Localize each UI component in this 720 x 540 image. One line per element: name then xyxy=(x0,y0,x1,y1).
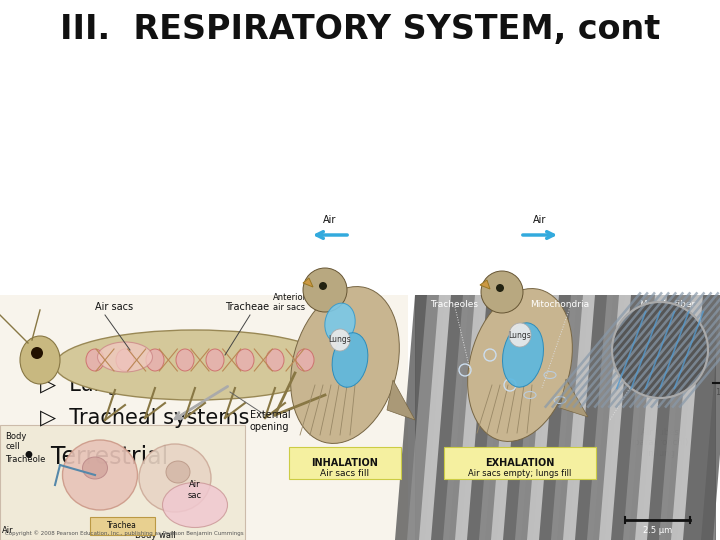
Text: INHALATION: INHALATION xyxy=(312,458,379,468)
Circle shape xyxy=(319,282,327,290)
Polygon shape xyxy=(551,295,601,540)
Text: Muscle fiber: Muscle fiber xyxy=(640,300,696,309)
FancyBboxPatch shape xyxy=(289,447,401,479)
Polygon shape xyxy=(303,278,313,287)
Text: III.  RESPIRATORY SYSTEM, cont: III. RESPIRATORY SYSTEM, cont xyxy=(60,13,660,46)
Text: Air sacs empty; lungs fill: Air sacs empty; lungs fill xyxy=(468,469,572,478)
Text: EXHALATION: EXHALATION xyxy=(485,458,554,468)
Polygon shape xyxy=(455,295,505,540)
Ellipse shape xyxy=(97,342,153,372)
Polygon shape xyxy=(480,280,490,289)
Text: Tracheae: Tracheae xyxy=(225,302,269,312)
Text: Body
cell: Body cell xyxy=(5,432,27,451)
Text: Air: Air xyxy=(323,215,337,225)
FancyBboxPatch shape xyxy=(444,447,596,479)
Circle shape xyxy=(481,271,523,313)
Ellipse shape xyxy=(330,329,350,351)
Polygon shape xyxy=(539,295,589,540)
Polygon shape xyxy=(563,295,613,540)
Text: Air tubes
(parabronchi)
in lung: Air tubes (parabronchi) in lung xyxy=(631,428,688,458)
Ellipse shape xyxy=(509,323,531,347)
Ellipse shape xyxy=(55,330,335,400)
Text: Lungs: Lungs xyxy=(328,335,351,345)
Polygon shape xyxy=(387,380,415,420)
Ellipse shape xyxy=(266,349,284,371)
Ellipse shape xyxy=(206,349,224,371)
Polygon shape xyxy=(683,295,720,540)
Text: Air sacs: Air sacs xyxy=(95,302,133,312)
Circle shape xyxy=(612,302,708,398)
Text: Trachea: Trachea xyxy=(107,521,137,530)
Polygon shape xyxy=(491,295,541,540)
Text: Lungs: Lungs xyxy=(508,330,531,340)
Text: 1 mm: 1 mm xyxy=(716,388,720,397)
Ellipse shape xyxy=(468,288,572,441)
Polygon shape xyxy=(431,295,481,540)
Text: Air: Air xyxy=(534,215,546,225)
Polygon shape xyxy=(635,295,685,540)
Polygon shape xyxy=(503,295,553,540)
Ellipse shape xyxy=(236,349,254,371)
Ellipse shape xyxy=(63,440,138,510)
Text: Anterior
air sacs: Anterior air sacs xyxy=(273,293,307,312)
Polygon shape xyxy=(407,295,457,540)
Ellipse shape xyxy=(332,333,368,387)
Bar xyxy=(0,425,245,540)
Polygon shape xyxy=(671,295,720,540)
Polygon shape xyxy=(611,295,661,540)
Polygon shape xyxy=(527,295,577,540)
Ellipse shape xyxy=(166,461,190,483)
Polygon shape xyxy=(647,295,697,540)
Circle shape xyxy=(496,284,504,292)
Text: Copyright © 2008 Pearson Education, Inc., publishing as Pearson Benjamin Cumming: Copyright © 2008 Pearson Education, Inc.… xyxy=(5,530,243,536)
Ellipse shape xyxy=(503,323,544,387)
Ellipse shape xyxy=(291,287,400,443)
Text: Trachea: Trachea xyxy=(350,308,383,317)
Polygon shape xyxy=(467,295,517,540)
Polygon shape xyxy=(599,295,649,540)
Text: Air: Air xyxy=(2,526,14,535)
Polygon shape xyxy=(623,295,673,540)
Ellipse shape xyxy=(20,336,60,384)
Ellipse shape xyxy=(139,444,211,512)
Text: Tracheoles: Tracheoles xyxy=(430,300,478,309)
Text: •  Terrestrial: • Terrestrial xyxy=(22,446,168,469)
Bar xyxy=(90,517,155,535)
Polygon shape xyxy=(419,295,469,540)
Polygon shape xyxy=(659,295,709,540)
Text: ▷  Lungs: ▷ Lungs xyxy=(40,375,130,395)
Text: 2.5 μm: 2.5 μm xyxy=(643,526,672,535)
Text: Posterior
air sacs: Posterior air sacs xyxy=(265,342,302,362)
Polygon shape xyxy=(395,295,445,540)
Polygon shape xyxy=(443,295,493,540)
Ellipse shape xyxy=(296,349,314,371)
Text: ▷  Tracheal systems: ▷ Tracheal systems xyxy=(40,408,249,428)
Ellipse shape xyxy=(83,457,107,479)
Circle shape xyxy=(31,347,43,359)
Text: External
opening: External opening xyxy=(250,410,291,432)
Ellipse shape xyxy=(325,303,355,343)
Ellipse shape xyxy=(163,483,228,528)
Text: Mitochondria: Mitochondria xyxy=(530,300,589,309)
Text: Air
sac: Air sac xyxy=(188,480,202,500)
Text: Body wall: Body wall xyxy=(135,531,176,540)
Bar xyxy=(415,295,715,540)
Text: Air sacs fill: Air sacs fill xyxy=(320,469,369,478)
Ellipse shape xyxy=(86,349,104,371)
Ellipse shape xyxy=(146,349,164,371)
Text: Tracheole: Tracheole xyxy=(5,456,45,464)
Polygon shape xyxy=(575,295,625,540)
Ellipse shape xyxy=(116,349,134,371)
Polygon shape xyxy=(560,379,588,417)
Polygon shape xyxy=(515,295,565,540)
Polygon shape xyxy=(587,295,637,540)
Polygon shape xyxy=(479,295,529,540)
Bar xyxy=(0,295,408,540)
Ellipse shape xyxy=(176,349,194,371)
Circle shape xyxy=(303,268,347,312)
